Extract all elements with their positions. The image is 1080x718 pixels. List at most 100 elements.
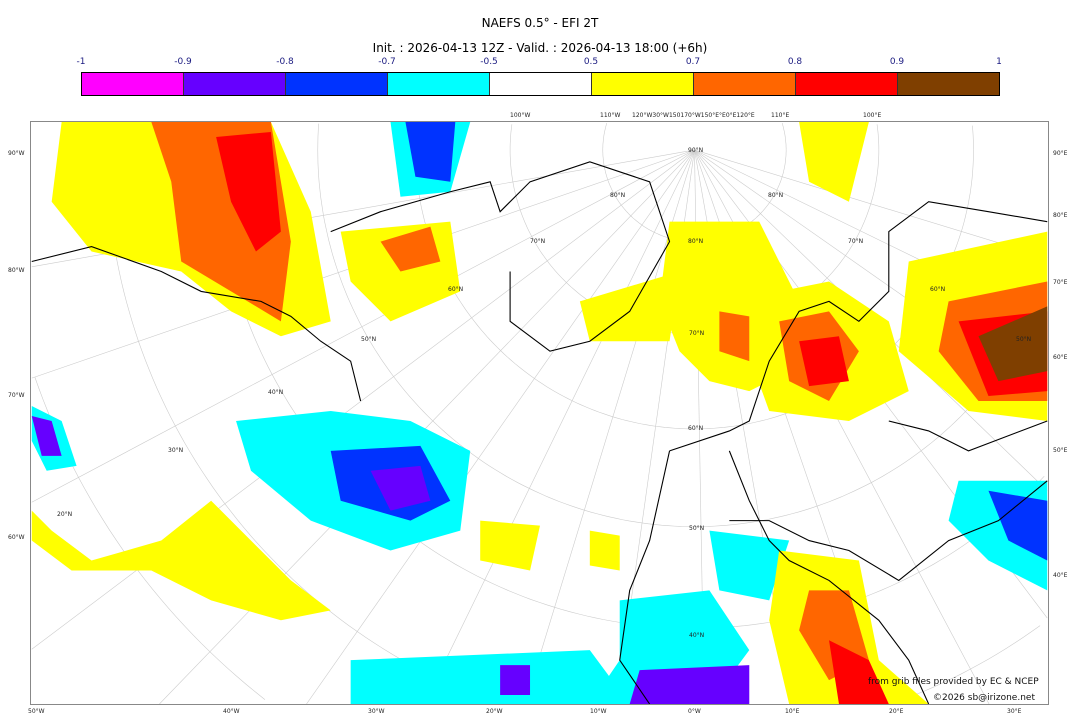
efi-region xyxy=(31,500,331,621)
coastline xyxy=(330,161,671,352)
parallel xyxy=(895,625,1041,703)
axis-label-top: 100°E xyxy=(863,112,882,119)
copyright: ©2026 sb@irizone.net xyxy=(933,693,1035,703)
axis-label-lat-left: 40°N xyxy=(268,389,284,396)
colorbar-tick: -0.5 xyxy=(480,57,498,67)
efi-region xyxy=(988,490,1048,561)
map-svg xyxy=(31,122,1048,704)
colorbar-tick: -0.8 xyxy=(276,57,294,67)
efi-region xyxy=(216,131,281,252)
coastline xyxy=(888,420,1048,452)
efi-region xyxy=(500,665,531,696)
coastline xyxy=(729,480,1048,582)
efi-region xyxy=(380,226,441,272)
map-title: NAEFS 0.5° - EFI 2T xyxy=(481,16,599,30)
colorbar-tick: 1 xyxy=(996,57,1002,67)
parallel xyxy=(876,124,880,150)
colorbar-tick: 0.8 xyxy=(787,57,803,67)
source-credit: from grib files provided by EC & NCEP xyxy=(868,677,1039,687)
colorbar-swatch xyxy=(388,73,490,95)
axis-label-lat-center: 40°N xyxy=(689,632,705,639)
axis-label-lat-right: 80°N xyxy=(768,192,784,199)
colorbar-swatch xyxy=(796,73,898,95)
axis-label-left: 60°W xyxy=(8,534,25,541)
parallel xyxy=(781,123,787,150)
efi-region xyxy=(629,665,750,704)
axis-label-bottom: 30°E xyxy=(1007,708,1022,715)
axis-label-lat-center: 70°N xyxy=(689,330,705,337)
coastline xyxy=(31,245,362,402)
colorbar-tick: 0.5 xyxy=(583,57,599,67)
axis-label-bottom: 10°E xyxy=(785,708,800,715)
axis-label-right: 70°E xyxy=(1053,279,1068,286)
coastlines xyxy=(31,161,1048,704)
efi-region xyxy=(579,271,680,342)
axis-label-bottom: 10°W xyxy=(590,708,607,715)
colorbar-swatch xyxy=(286,73,388,95)
axis-label-lat-left: 30°N xyxy=(168,447,184,454)
colorbar-swatch xyxy=(490,73,592,95)
axis-label-lat-right: 70°N xyxy=(848,238,864,245)
colorbar-swatch xyxy=(184,73,286,95)
axis-label-left: 90°W xyxy=(8,150,25,157)
meridian xyxy=(524,149,695,704)
efi-region xyxy=(709,530,790,601)
axis-label-bottom: 50°W xyxy=(28,708,45,715)
axis-label-lat-center: 90°N xyxy=(688,147,704,154)
meridian xyxy=(306,149,695,704)
efi-region xyxy=(719,311,750,362)
axis-label-top: 110°W xyxy=(600,112,621,119)
meridian xyxy=(31,149,695,503)
colorbar xyxy=(81,72,1000,96)
efi-region xyxy=(978,306,1048,382)
axis-label-lat-left: 50°N xyxy=(361,336,377,343)
parallel xyxy=(317,123,1047,527)
colorbar-swatch xyxy=(898,73,999,95)
colorbar-swatch xyxy=(592,73,694,95)
efi-region xyxy=(799,336,849,387)
axis-label-top: 120°W30°W150170°W150°E°E0°E120°E xyxy=(632,112,755,119)
axis-label-left: 80°W xyxy=(8,267,25,274)
axis-label-lat-center: 60°N xyxy=(688,425,704,432)
efi-region xyxy=(589,530,620,571)
colorbar-swatch xyxy=(82,73,184,95)
axis-label-lat-right: 50°N xyxy=(1016,336,1032,343)
axis-label-right: 50°E xyxy=(1053,447,1068,454)
axis-label-right: 40°E xyxy=(1053,572,1068,579)
axis-label-top: 100°W xyxy=(510,112,531,119)
axis-label-lat-center: 50°N xyxy=(689,525,705,532)
coastline xyxy=(669,201,1048,452)
efi-region xyxy=(799,122,869,202)
colorbar-tick: 0.9 xyxy=(889,57,905,67)
axis-label-lat-left: 70°N xyxy=(530,238,546,245)
axis-label-lat-left: 80°N xyxy=(610,192,626,199)
axis-label-bottom: 30°W xyxy=(368,708,385,715)
efi-region xyxy=(405,122,456,182)
map-subtitle: Init. : 2026-04-13 12Z - Valid. : 2026-0… xyxy=(372,41,708,55)
efi-region xyxy=(370,465,431,511)
axis-label-top: 110°E xyxy=(771,112,790,119)
parallel xyxy=(215,124,1045,629)
axis-label-right: 60°E xyxy=(1053,354,1068,361)
axis-label-lat-left: 60°N xyxy=(448,286,464,293)
efi-region xyxy=(480,520,540,571)
axis-label-bottom: 40°W xyxy=(223,708,240,715)
meridian xyxy=(159,149,695,704)
meridian xyxy=(423,149,695,704)
axis-label-bottom: 20°W xyxy=(486,708,503,715)
axis-label-lat-right: 60°N xyxy=(930,286,946,293)
axis-label-right: 80°E xyxy=(1053,212,1068,219)
efi-region xyxy=(350,650,630,704)
axis-label-lat-left: 20°N xyxy=(57,511,73,518)
colorbar-tick: -0.7 xyxy=(378,57,396,67)
axis-label-right: 90°E xyxy=(1053,150,1068,157)
colorbar-tick: 0.7 xyxy=(685,57,701,67)
axis-label-bottom: 20°E xyxy=(889,708,904,715)
coastline xyxy=(619,450,671,704)
colorbar-tick: -0.9 xyxy=(174,57,192,67)
colorbar-tick: -1 xyxy=(76,57,86,67)
parallel xyxy=(972,125,974,150)
coastline xyxy=(728,450,930,704)
colorbar-swatch xyxy=(694,73,796,95)
map-area[interactable] xyxy=(30,121,1049,705)
